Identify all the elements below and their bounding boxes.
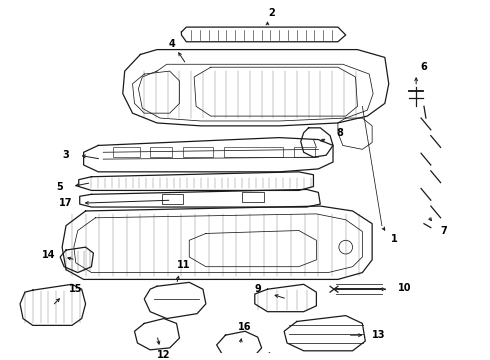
Bar <box>242 192 264 202</box>
Bar <box>113 147 140 157</box>
Text: 15: 15 <box>69 284 82 294</box>
Text: 2: 2 <box>268 8 275 18</box>
Text: 14: 14 <box>42 250 55 260</box>
Bar <box>183 147 213 157</box>
Text: 11: 11 <box>176 260 190 270</box>
Text: 7: 7 <box>440 225 447 235</box>
Text: 12: 12 <box>157 350 171 360</box>
Text: 6: 6 <box>420 62 427 72</box>
Text: 5: 5 <box>56 181 63 192</box>
Text: 13: 13 <box>372 330 386 340</box>
Text: 17: 17 <box>59 198 73 208</box>
Text: 8: 8 <box>337 128 343 138</box>
Text: 9: 9 <box>254 284 261 294</box>
Text: 1: 1 <box>391 234 398 244</box>
Bar <box>294 147 316 157</box>
Bar <box>162 194 183 204</box>
Bar <box>150 147 172 157</box>
Text: 16: 16 <box>238 322 252 332</box>
Text: 10: 10 <box>398 283 411 293</box>
Text: 4: 4 <box>168 39 175 49</box>
Bar <box>224 147 283 157</box>
Text: 3: 3 <box>63 150 70 160</box>
